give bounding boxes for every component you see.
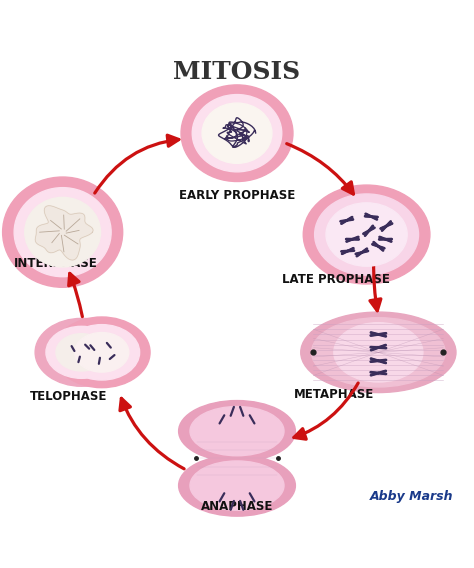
Text: LATE PROPHASE: LATE PROPHASE (282, 273, 390, 286)
Ellipse shape (311, 318, 445, 387)
Ellipse shape (56, 333, 107, 371)
Ellipse shape (202, 103, 272, 164)
Text: MITOSIS: MITOSIS (173, 60, 301, 84)
Ellipse shape (14, 187, 111, 277)
Polygon shape (35, 206, 93, 260)
Ellipse shape (301, 312, 456, 392)
Ellipse shape (35, 319, 128, 386)
Ellipse shape (46, 326, 117, 378)
Ellipse shape (25, 198, 100, 267)
Text: Abby Marsh: Abby Marsh (370, 490, 454, 503)
Ellipse shape (179, 455, 295, 516)
Ellipse shape (334, 323, 423, 382)
Ellipse shape (303, 185, 430, 284)
Ellipse shape (54, 317, 150, 388)
Text: INTERPHASE: INTERPHASE (14, 257, 98, 270)
Ellipse shape (181, 85, 293, 182)
Ellipse shape (192, 94, 282, 172)
Text: EARLY PROPHASE: EARLY PROPHASE (179, 190, 295, 202)
Text: ANAPHASE: ANAPHASE (201, 499, 273, 512)
Ellipse shape (326, 203, 407, 266)
Ellipse shape (3, 177, 123, 287)
Ellipse shape (64, 325, 140, 380)
Ellipse shape (75, 332, 129, 372)
Text: METAPHASE: METAPHASE (293, 388, 374, 401)
Ellipse shape (179, 400, 295, 462)
Ellipse shape (190, 407, 284, 456)
Ellipse shape (190, 461, 284, 510)
Ellipse shape (315, 194, 419, 275)
Text: TELOPHASE: TELOPHASE (30, 390, 107, 403)
